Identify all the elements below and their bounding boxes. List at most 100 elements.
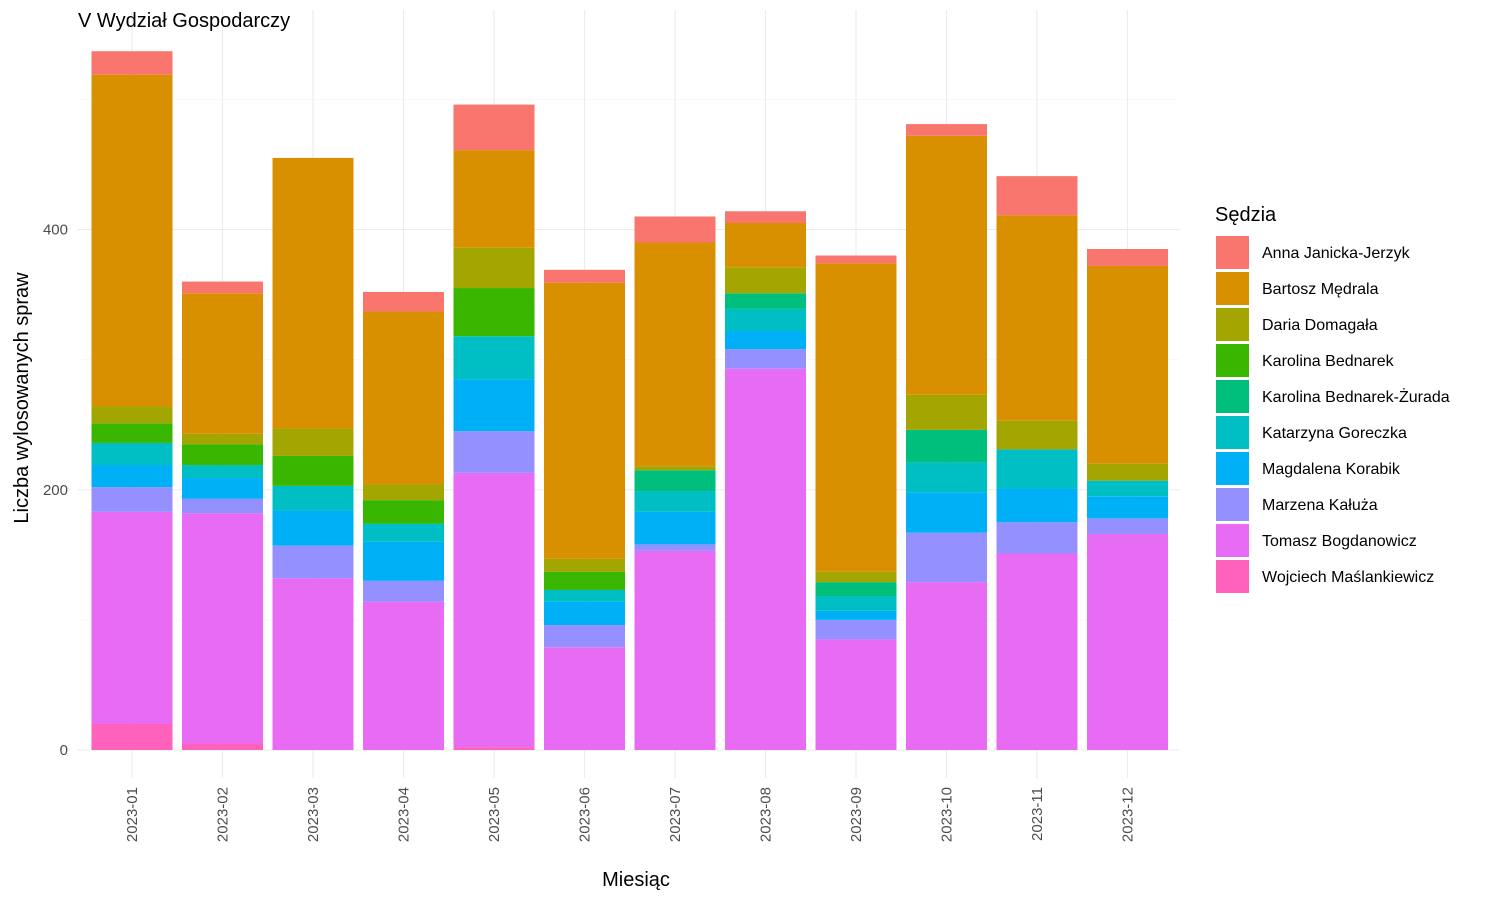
bar-segment [815,619,897,640]
bar-segment [91,511,173,724]
bar-segment [906,582,987,750]
bar-segment [91,442,173,466]
x-tick-label: 2023-09 [848,787,865,842]
x-tick-label: 2023-11 [1029,787,1046,841]
bar-segment [272,510,354,546]
bar-segment [363,291,444,312]
bar-segment [363,500,444,524]
bar-segment [91,423,173,443]
bar-segment [91,74,173,407]
legend-swatch [1216,308,1249,341]
legend-title: Sędzia [1215,204,1277,226]
bar-segment [453,247,535,289]
bar-segment [453,288,535,337]
bar-segment [1087,463,1168,481]
legend-label: Wojciech Maślankiewicz [1262,569,1434,586]
bar-segment [363,311,444,485]
bar-segment [453,150,535,248]
bar-segment [272,428,354,456]
legend-swatch [1216,524,1249,557]
y-axis-ticks: 0 200 400 [43,222,68,760]
bar-segment [272,545,354,579]
bar-segment [996,215,1078,421]
bar-segment [1087,249,1168,266]
bar-segment [544,589,625,602]
bar-segment [996,553,1078,750]
bar-segment [91,406,173,424]
y-tick-label: 200 [43,482,68,499]
bar-segment [453,431,535,473]
bar-segment [725,330,806,350]
x-tick-label: 2023-03 [305,787,322,842]
bar-segment [725,222,806,268]
bar-segment [453,104,535,151]
bar-segment [634,466,716,471]
bar-segment [725,293,806,309]
bar-segment [634,550,716,750]
y-tick-label: 400 [43,222,68,239]
legend-label: Karolina Bednarek-Żurada [1262,387,1450,406]
bar-segment [363,601,444,750]
legend: Sędzia Anna Janicka-Jerzyk Bartosz Mędral… [1215,204,1450,593]
bar-segment [725,267,806,294]
bar-segment [725,349,806,369]
bar-segment [906,532,987,583]
y-axis-title: Liczba wylosowanych spraw [11,272,33,524]
legend-items: Anna Janicka-Jerzyk Bartosz Mędrala Daria … [1216,236,1450,593]
bar-segment [544,571,625,590]
bar-segment [634,491,716,512]
bar-segment [996,420,1078,450]
legend-label: Anna Janicka-Jerzyk [1262,245,1411,262]
bar-segment [91,723,173,750]
bar-segment [544,625,625,648]
legend-swatch [1216,560,1249,593]
bar-segment [544,558,625,572]
bar-segment [996,176,1078,216]
bar-segment [544,647,625,750]
bar-segment [544,601,625,626]
legend-label: Tomasz Bogdanowicz [1262,533,1417,550]
bar-segment [182,293,263,434]
legend-swatch [1216,272,1249,305]
x-tick-label: 2023-05 [486,787,503,842]
bar-segment [815,639,897,750]
x-axis-ticks: 2023-01 2023-02 2023-03 2023-04 2023-05 2023-… [124,787,1137,842]
legend-swatch [1216,236,1249,269]
bar-segment [1087,480,1168,497]
bar-segment [1087,496,1168,519]
bar-segment [906,394,987,430]
bar-segment [453,336,535,380]
x-tick-label: 2023-12 [1120,787,1137,842]
bar-segment [363,484,444,501]
bar-segment [272,455,354,486]
legend-swatch [1216,380,1249,413]
legend-swatch [1216,488,1249,521]
bar-segment [544,282,625,559]
bar-segment [815,255,897,264]
bar-segment [634,470,716,492]
bar-segment [634,544,716,551]
bar-segment [182,478,263,499]
bar-segment [453,472,535,748]
bar-segment [544,269,625,283]
x-tick-label: 2023-06 [577,787,594,842]
bar-segment [815,596,897,611]
bar-segment [1087,533,1168,750]
legend-label: Magdalena Korabik [1262,461,1401,478]
legend-label: Bartosz Mędrala [1262,281,1379,298]
bar-segment [272,157,354,429]
bars [91,51,1168,750]
legend-label: Katarzyna Goreczka [1262,425,1407,442]
bar-segment [815,582,897,597]
y-tick-label: 0 [60,742,68,759]
legend-swatch [1216,344,1249,377]
x-tick-label: 2023-10 [939,787,956,842]
legend-swatch [1216,452,1249,485]
bar-segment [182,498,263,514]
bar-segment [906,492,987,533]
bar-segment [996,488,1078,523]
bar-segment [363,523,444,542]
bar-segment [182,513,263,744]
bar-segment [182,743,263,750]
legend-label: Daria Domagała [1262,317,1378,334]
